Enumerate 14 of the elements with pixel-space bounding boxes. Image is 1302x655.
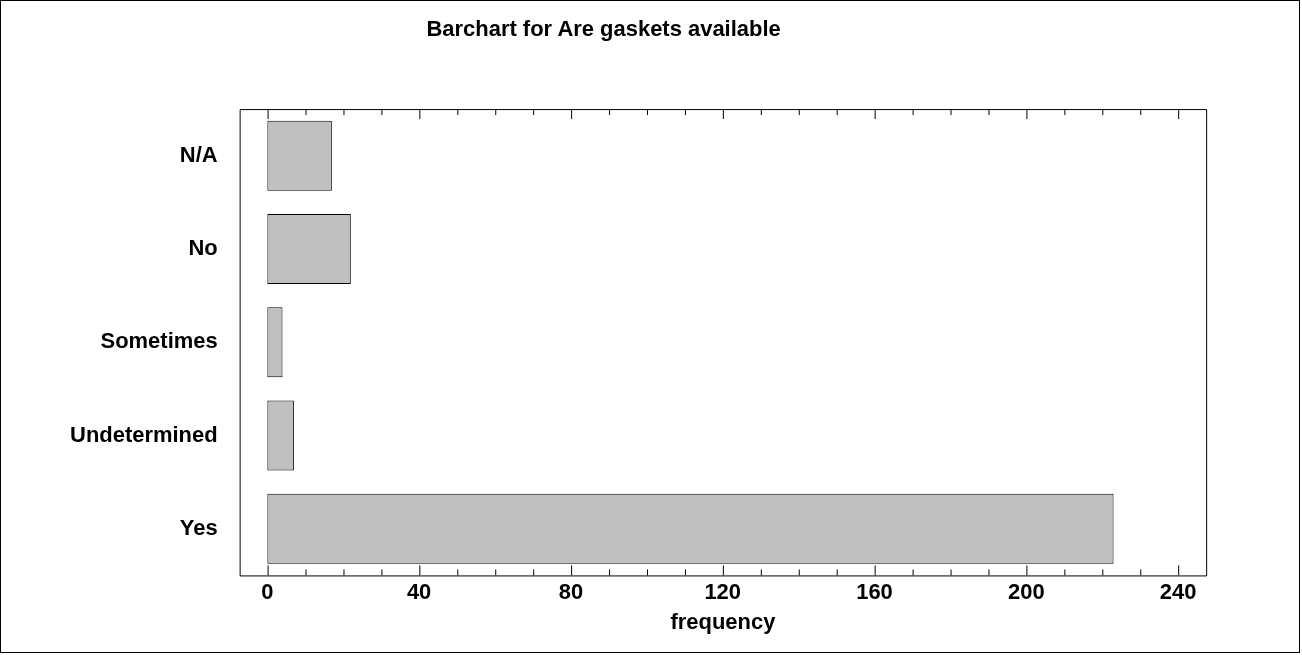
y-tick-label: Yes [179, 514, 218, 540]
y-tick-label: Sometimes [100, 328, 218, 354]
x-tick-label: 240 [1159, 578, 1197, 604]
x-tick-label: 120 [704, 578, 742, 604]
y-tick-label: No [188, 235, 218, 261]
y-tick-label: N/A [179, 141, 218, 167]
x-tick-label: 160 [856, 578, 893, 604]
x-tick-label: 0 [261, 578, 274, 604]
x-axis-title: frequency [670, 608, 777, 634]
x-tick-label: 200 [1007, 578, 1045, 604]
x-tick-label: 40 [406, 578, 432, 604]
chart-title: Barchart for Are gaskets available [426, 16, 781, 42]
y-tick-label: Undetermined [70, 421, 218, 447]
x-tick-label: 80 [558, 578, 584, 604]
